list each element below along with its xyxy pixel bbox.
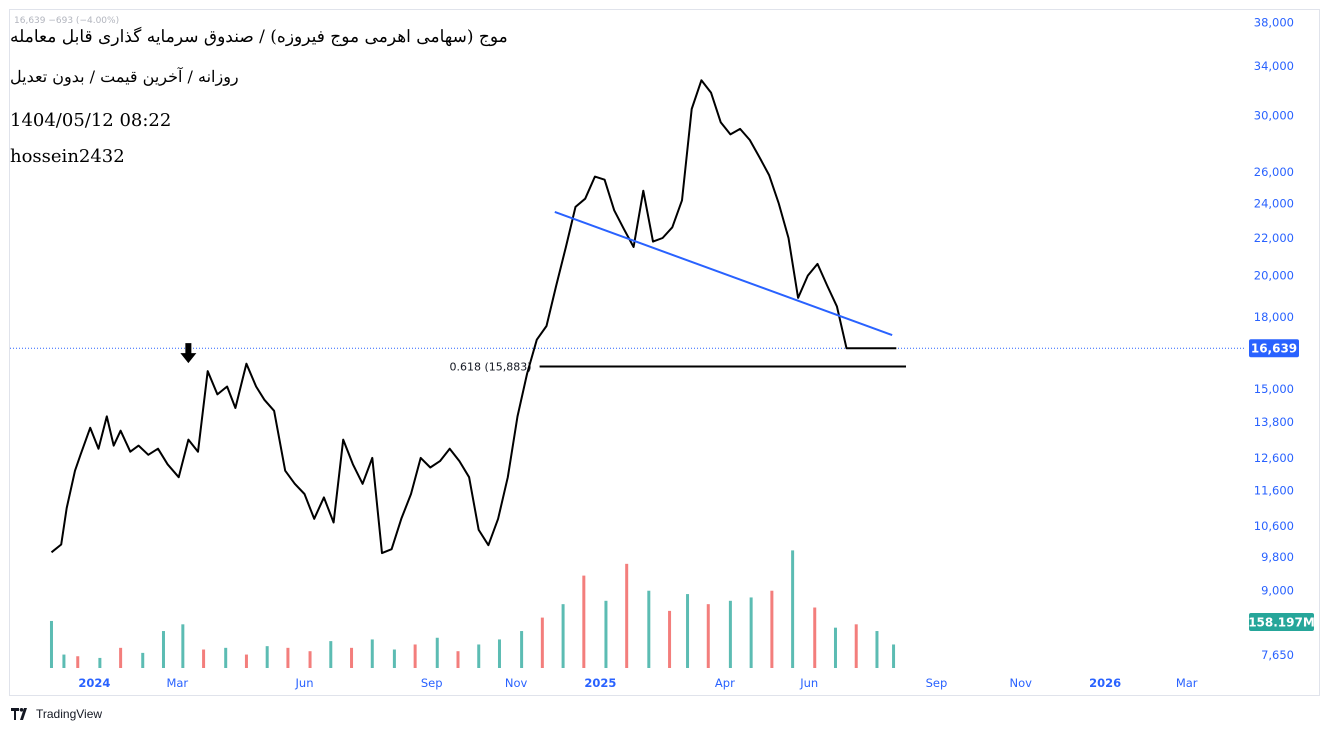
- volume-bar: [875, 631, 879, 668]
- volume-bar: [728, 600, 732, 668]
- x-tick-label: 2024: [78, 676, 110, 690]
- x-tick-label: Apr: [715, 676, 735, 690]
- tradingview-brand[interactable]: TradingView: [11, 705, 102, 723]
- volume-bar: [749, 597, 753, 668]
- chart-author: hossein2432: [10, 146, 125, 167]
- volume-bar: [350, 647, 354, 668]
- volume-bar: [224, 647, 228, 668]
- y-tick-label: 26,000: [1254, 165, 1294, 179]
- y-tick-label: 24,000: [1254, 197, 1294, 211]
- trend-line: [554, 210, 893, 337]
- volume-bar: [413, 644, 417, 668]
- x-tick-label: Mar: [166, 676, 188, 690]
- volume-bar: [668, 610, 672, 668]
- volume-bar: [392, 649, 396, 668]
- volume-bar: [49, 620, 53, 668]
- y-tick-label: 7,650: [1261, 648, 1294, 662]
- volume-bar: [119, 647, 123, 668]
- y-tick-label: 11,600: [1254, 484, 1294, 498]
- volume-bar: [892, 644, 896, 668]
- y-tick-label: 20,000: [1254, 269, 1294, 283]
- y-tick-label: 13,800: [1254, 415, 1294, 429]
- tradingview-logo-icon: [11, 708, 27, 720]
- ticker-ghost-line: 16,639 −693 (−4.00%): [14, 16, 120, 26]
- volume-bar: [540, 617, 544, 668]
- x-tick-label: Sep: [926, 676, 948, 690]
- volume-bar: [265, 646, 269, 668]
- last-price-label: 16,639: [1251, 342, 1297, 356]
- volume-bar: [202, 649, 206, 668]
- y-tick-label: 30,000: [1254, 109, 1294, 123]
- volume-bar: [791, 550, 795, 668]
- volume-bar: [141, 652, 145, 668]
- x-tick-label: 2025: [584, 676, 616, 690]
- volume-bar: [244, 654, 248, 668]
- volume-bar: [625, 563, 629, 668]
- volume-label: 158.197M: [1248, 616, 1315, 630]
- chart-timestamp: 1404/05/12 08:22: [10, 110, 172, 131]
- chart-frame: [9, 9, 1320, 696]
- fib-level-label: 0.618 (15,883): [450, 361, 532, 374]
- x-tick-label: Jun: [799, 676, 818, 690]
- volume-bar: [854, 624, 858, 668]
- volume-bar: [561, 604, 565, 668]
- volume-bar: [604, 600, 608, 668]
- y-tick-label: 15,000: [1254, 382, 1294, 396]
- volume-bar: [286, 647, 290, 668]
- x-tick-label: Nov: [1010, 676, 1033, 690]
- chart-title: موج (سهامی اهرمی موج فیروزه) / صندوق سرم…: [10, 27, 508, 47]
- volume-bar: [76, 656, 80, 668]
- x-tick-label: 2026: [1089, 676, 1121, 690]
- volume-bar: [98, 657, 102, 668]
- y-tick-label: 34,000: [1254, 59, 1294, 73]
- volume-bar: [686, 594, 690, 668]
- tradingview-brand-label: TradingView: [36, 707, 103, 721]
- volume-bar: [497, 639, 501, 668]
- down-arrow-icon: [180, 343, 197, 364]
- y-tick-label: 22,000: [1254, 231, 1294, 245]
- y-tick-label: 18,000: [1254, 310, 1294, 324]
- x-tick-label: Mar: [1176, 676, 1198, 690]
- x-tick-label: Jun: [295, 676, 314, 690]
- y-tick-label: 10,600: [1254, 519, 1294, 533]
- volume-bar: [833, 627, 837, 668]
- volume-bar: [161, 631, 165, 668]
- volume-bar: [813, 607, 817, 668]
- volume-badge: [1249, 613, 1314, 631]
- volume-bar: [520, 631, 524, 668]
- y-tick-label: 12,600: [1254, 451, 1294, 465]
- last-price-badge: [1249, 339, 1299, 358]
- volume-bar: [308, 651, 312, 668]
- y-tick-label: 9,800: [1261, 550, 1294, 564]
- volume-bar: [370, 639, 374, 668]
- volume-bar: [62, 654, 66, 668]
- volume-bar: [647, 590, 651, 668]
- volume-bar: [435, 637, 439, 668]
- price-line: [50, 79, 897, 555]
- x-tick-label: Sep: [421, 676, 443, 690]
- volume-bar: [181, 624, 185, 668]
- y-tick-label: 9,000: [1261, 584, 1294, 598]
- volume-bar: [582, 575, 586, 668]
- volume-bar: [770, 590, 774, 668]
- volume-bar: [477, 644, 481, 668]
- x-tick-label: Nov: [505, 676, 528, 690]
- volume-bar: [329, 641, 333, 668]
- volume-bar: [456, 651, 460, 668]
- chart-subtitle: روزانه / آخرین قیمت / بدون تعدیل: [10, 67, 239, 86]
- volume-bar: [706, 604, 710, 668]
- y-tick-label: 38,000: [1254, 15, 1294, 29]
